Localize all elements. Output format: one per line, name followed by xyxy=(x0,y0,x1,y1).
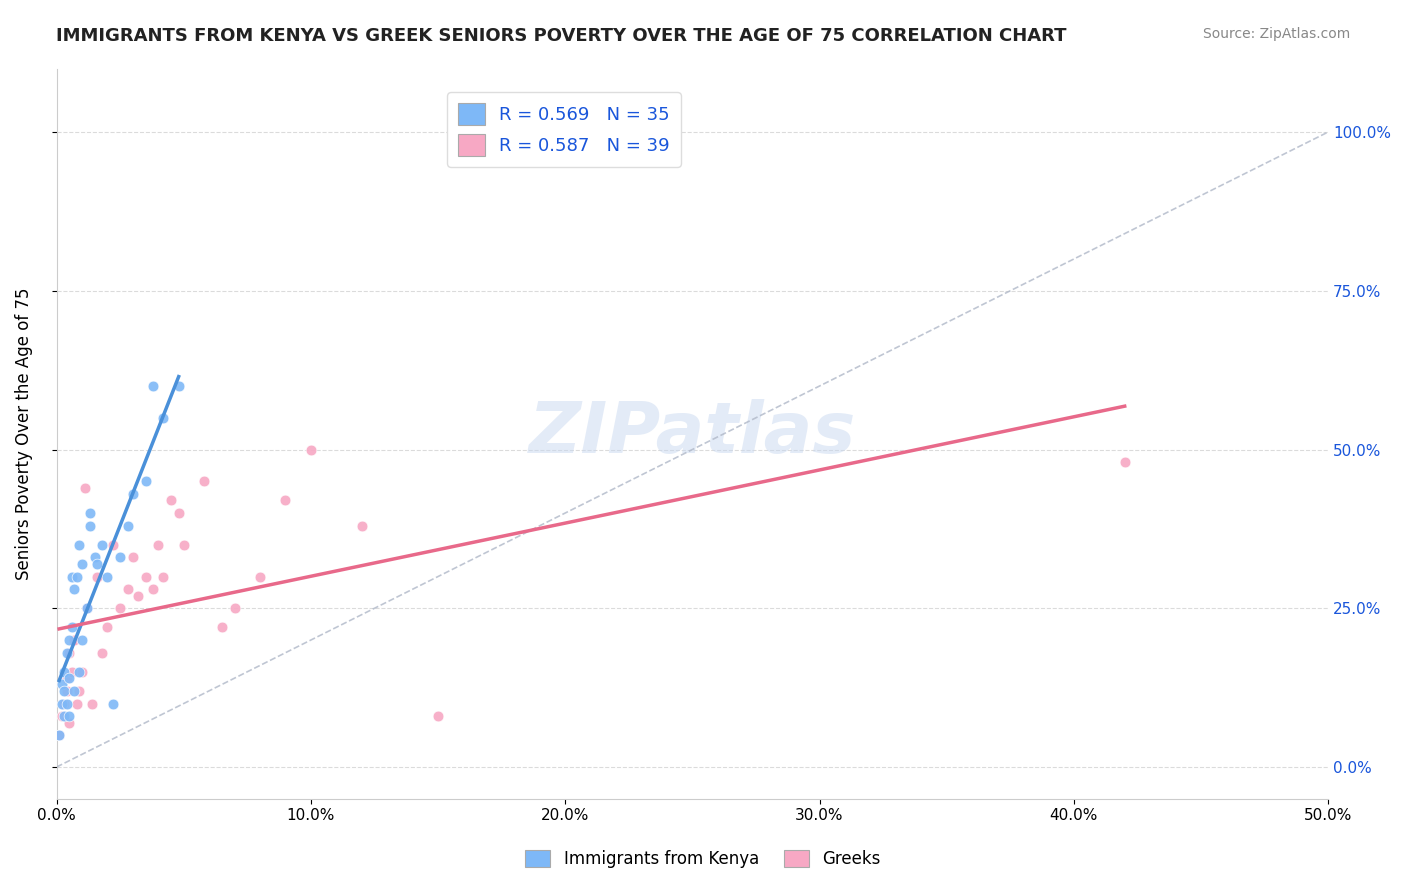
Point xyxy=(101,538,124,552)
Point xyxy=(76,601,98,615)
Point xyxy=(69,683,91,698)
Point xyxy=(249,569,271,583)
Point xyxy=(148,538,170,552)
Point xyxy=(83,550,105,565)
Point xyxy=(58,671,80,685)
Point xyxy=(79,518,101,533)
Point xyxy=(60,569,83,583)
Point xyxy=(86,569,108,583)
Point xyxy=(96,569,118,583)
Point xyxy=(58,646,80,660)
Point xyxy=(108,550,131,565)
Point xyxy=(60,665,83,679)
Point xyxy=(55,671,77,685)
Point xyxy=(135,475,157,489)
Point xyxy=(63,683,86,698)
Point xyxy=(142,379,165,393)
Point xyxy=(76,601,98,615)
Point xyxy=(224,601,246,615)
Point xyxy=(91,646,114,660)
Point xyxy=(299,442,322,457)
Point xyxy=(101,697,124,711)
Point xyxy=(70,665,93,679)
Point xyxy=(173,538,195,552)
Point xyxy=(193,475,215,489)
Point xyxy=(69,538,91,552)
Legend: Immigrants from Kenya, Greeks: Immigrants from Kenya, Greeks xyxy=(519,843,887,875)
Point xyxy=(167,506,190,520)
Point xyxy=(55,683,77,698)
Point xyxy=(108,601,131,615)
Point xyxy=(167,379,190,393)
Text: ZIPatlas: ZIPatlas xyxy=(529,399,856,468)
Point xyxy=(48,728,70,742)
Point xyxy=(58,709,80,723)
Point xyxy=(274,493,297,508)
Point xyxy=(66,569,89,583)
Point xyxy=(86,557,108,571)
Point xyxy=(63,633,86,648)
Point xyxy=(160,493,183,508)
Text: IMMIGRANTS FROM KENYA VS GREEK SENIORS POVERTY OVER THE AGE OF 75 CORRELATION CH: IMMIGRANTS FROM KENYA VS GREEK SENIORS P… xyxy=(56,27,1067,45)
Point xyxy=(60,620,83,634)
Point xyxy=(58,715,80,730)
Point xyxy=(51,709,73,723)
Point xyxy=(73,481,96,495)
Point xyxy=(350,518,373,533)
Point xyxy=(135,569,157,583)
Point xyxy=(1114,455,1136,469)
Point xyxy=(51,677,73,691)
Point xyxy=(58,633,80,648)
Point xyxy=(122,487,145,501)
Y-axis label: Seniors Poverty Over the Age of 75: Seniors Poverty Over the Age of 75 xyxy=(15,287,32,580)
Point xyxy=(127,589,149,603)
Point xyxy=(69,665,91,679)
Point xyxy=(63,582,86,597)
Point xyxy=(53,709,76,723)
Point xyxy=(70,557,93,571)
Point xyxy=(79,506,101,520)
Point xyxy=(142,582,165,597)
Text: Source: ZipAtlas.com: Source: ZipAtlas.com xyxy=(1202,27,1350,41)
Point xyxy=(96,620,118,634)
Point xyxy=(66,697,89,711)
Point xyxy=(53,683,76,698)
Point xyxy=(53,665,76,679)
Point xyxy=(55,697,77,711)
Point xyxy=(117,518,139,533)
Point xyxy=(51,697,73,711)
Point xyxy=(91,538,114,552)
Point xyxy=(48,728,70,742)
Point xyxy=(55,646,77,660)
Point xyxy=(152,569,174,583)
Legend: R = 0.569   N = 35, R = 0.587   N = 39: R = 0.569 N = 35, R = 0.587 N = 39 xyxy=(447,92,681,167)
Point xyxy=(117,582,139,597)
Point xyxy=(152,410,174,425)
Point xyxy=(122,550,145,565)
Point xyxy=(82,697,104,711)
Point xyxy=(53,697,76,711)
Point xyxy=(427,709,450,723)
Point xyxy=(211,620,233,634)
Point xyxy=(70,633,93,648)
